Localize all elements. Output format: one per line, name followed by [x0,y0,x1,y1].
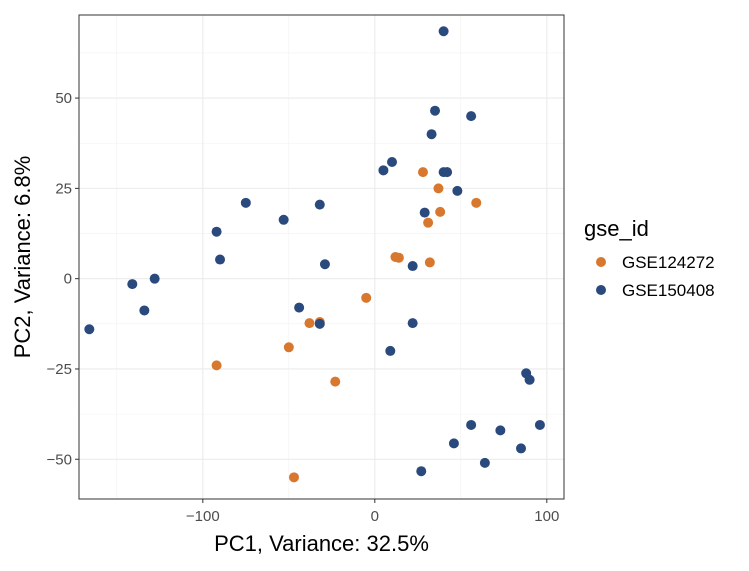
data-point-gse150408 [314,318,325,329]
y-axis-title: PC2, Variance: 6.8% [10,156,35,359]
data-point-gse124272 [424,257,435,268]
data-point-gse124272 [471,197,482,208]
x-tick-label: 0 [371,508,379,525]
data-points [84,26,545,483]
data-point-gse150408 [240,197,251,208]
legend-key-gse124272 [596,257,606,267]
y-tick-label: 50 [55,90,72,107]
data-point-gse150408 [466,419,477,430]
data-point-gse150408 [407,318,418,329]
data-point-gse124272 [433,183,444,194]
data-point-gse150408 [442,167,453,178]
y-axis-ticks: 50 25 0 −25 −50 [47,90,79,468]
data-point-gse124272 [423,217,434,228]
data-point-gse124272 [283,342,294,353]
legend-key-gse150408 [596,285,606,295]
data-point-gse150408 [387,157,398,168]
data-point-gse124272 [361,292,372,303]
data-point-gse150408 [211,226,222,237]
x-axis-title: PC1, Variance: 32.5% [214,531,429,556]
legend-title: gse_id [584,216,649,241]
data-point-gse150408 [149,273,160,284]
y-tick-label: −50 [47,451,72,468]
data-point-gse150408 [426,129,437,140]
legend-label-gse124272: GSE124272 [622,253,715,272]
data-point-gse150408 [516,443,527,454]
data-point-gse150408 [534,419,545,430]
y-tick-label: 25 [55,180,72,197]
data-point-gse150408 [407,261,418,272]
plot-panel-border [78,14,565,500]
legend-label-gse150408: GSE150408 [622,281,715,300]
y-tick-label: −25 [47,361,72,378]
y-tick-label: 0 [64,271,72,288]
legend: gse_id GSE124272 GSE150408 [584,216,715,300]
data-point-gse150408 [278,214,289,225]
data-point-gse150408 [438,26,449,37]
data-point-gse150408 [294,302,305,313]
x-tick-label: 100 [534,508,559,525]
data-point-gse150408 [314,199,325,210]
data-point-gse150408 [452,185,463,196]
data-point-gse150408 [524,374,535,385]
data-point-gse150408 [127,279,138,290]
legend-items: GSE124272 GSE150408 [596,253,715,300]
data-point-gse150408 [385,345,396,356]
data-point-gse124272 [304,318,315,329]
data-point-gse124272 [330,376,341,387]
data-point-gse124272 [393,252,404,263]
data-point-gse150408 [430,105,441,116]
data-point-gse124272 [211,360,222,371]
data-point-gse124272 [417,167,428,178]
x-axis-ticks: −100 0 100 [186,499,559,525]
data-point-gse150408 [416,466,427,477]
data-point-gse150408 [215,254,226,265]
data-point-gse150408 [319,259,330,270]
data-point-gse124272 [288,472,299,483]
data-point-gse150408 [84,324,95,335]
data-point-gse150408 [466,111,477,122]
plot-panel-background [79,15,564,499]
data-point-gse150408 [139,305,150,316]
data-point-gse124272 [435,206,446,217]
data-point-gse150408 [448,438,459,449]
data-point-gse150408 [419,207,430,218]
data-point-gse150408 [479,457,490,468]
x-tick-label: −100 [186,508,220,525]
data-point-gse150408 [378,165,389,176]
data-point-gse150408 [495,425,506,436]
